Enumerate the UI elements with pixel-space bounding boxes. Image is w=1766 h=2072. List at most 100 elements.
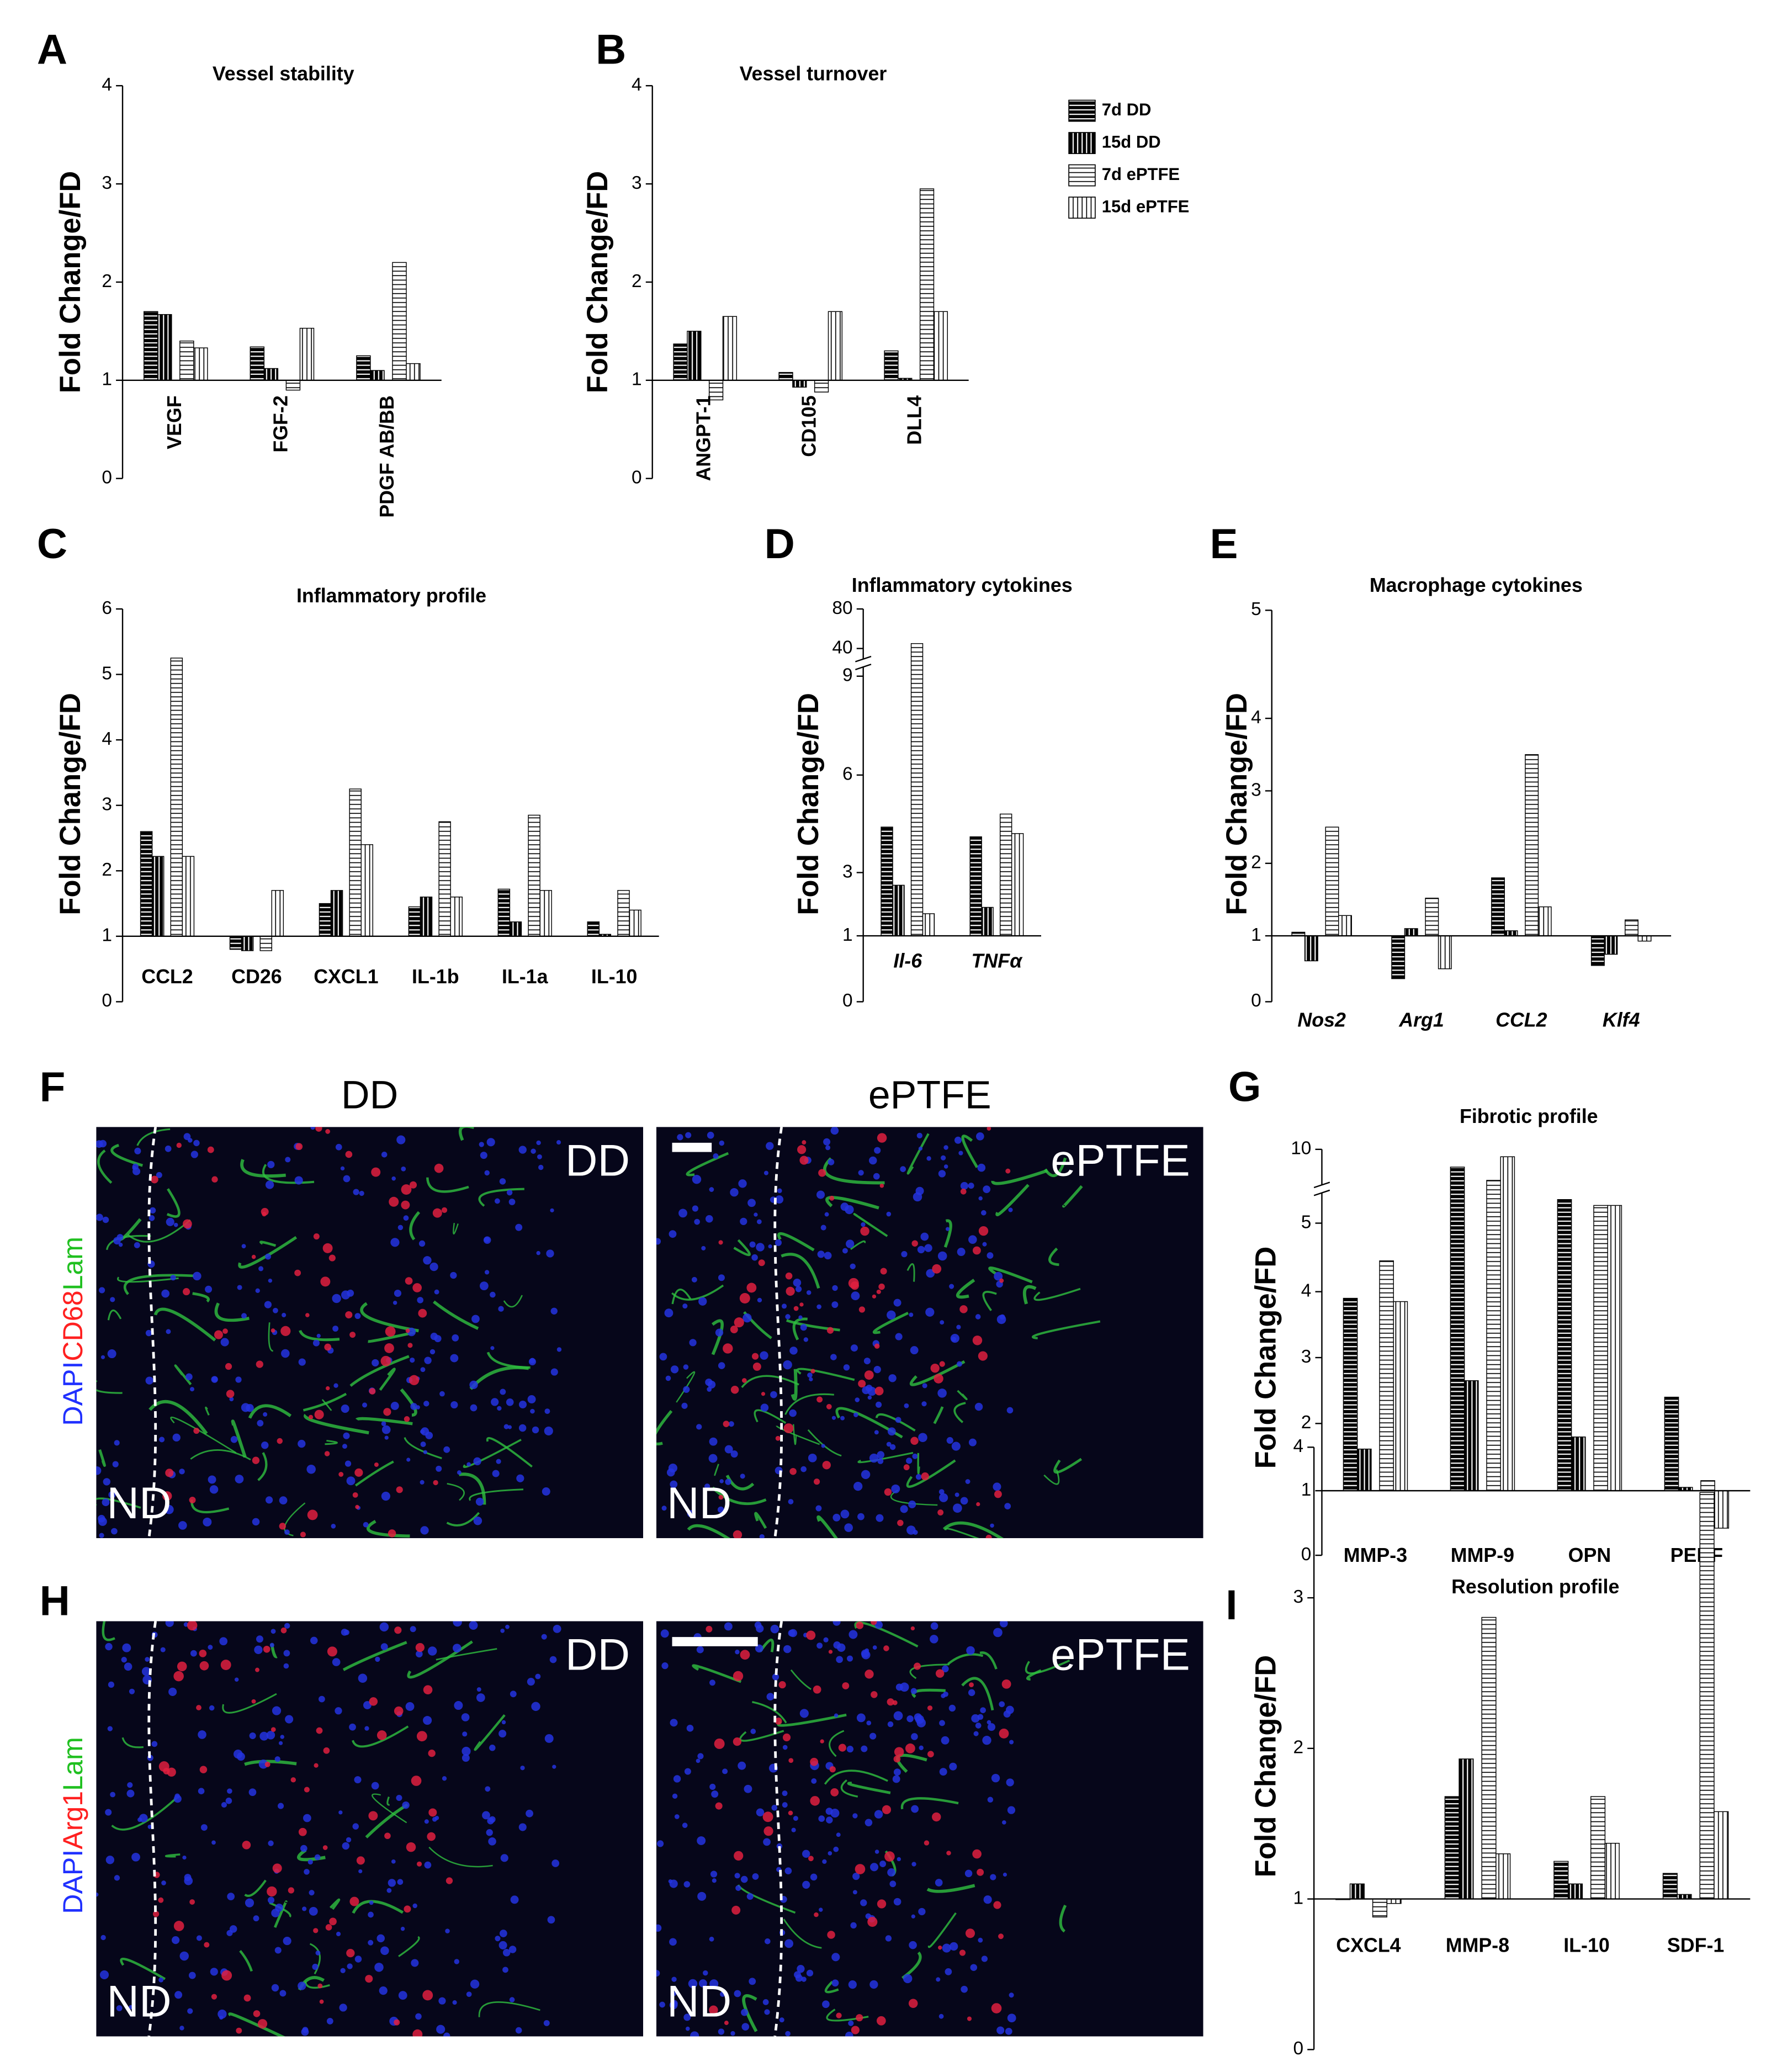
texture-cell	[214, 1330, 223, 1339]
texture-nucleus	[165, 1621, 174, 1627]
texture-nucleus	[669, 1938, 677, 1946]
texture-cell	[314, 1409, 324, 1419]
y-tick-label: 0	[102, 990, 112, 1011]
texture-fiber	[273, 1900, 288, 1928]
texture-nucleus	[768, 1244, 772, 1249]
texture-nucleus	[285, 1715, 294, 1724]
x-tick-label: SDF-1	[1667, 1935, 1724, 1957]
texture-nucleus	[949, 1762, 957, 1771]
texture-nucleus	[273, 1307, 278, 1313]
texture-nucleus	[987, 1720, 991, 1725]
texture-nucleus	[874, 1621, 883, 1629]
texture-nucleus	[895, 1417, 901, 1423]
texture-cell	[976, 1502, 980, 1507]
texture-nucleus	[469, 1380, 478, 1390]
texture-nucleus	[760, 1403, 769, 1412]
texture-nucleus	[466, 1991, 472, 1997]
texture-nucleus	[470, 1979, 480, 1989]
texture-cell	[371, 1167, 381, 1177]
y-tick-label: 3	[842, 861, 853, 882]
texture-nucleus	[665, 1375, 671, 1381]
texture-cell	[428, 1808, 437, 1817]
texture-nucleus	[349, 1723, 356, 1731]
texture-nucleus	[161, 1289, 170, 1298]
texture-cell	[851, 2026, 860, 2034]
texture-nucleus	[237, 1285, 242, 1290]
texture-nucleus	[709, 1187, 714, 1192]
texture-nucleus	[938, 1170, 946, 1178]
texture-nucleus	[724, 1622, 733, 1631]
chart-title: Resolution profile	[1451, 1576, 1619, 1598]
texture-nucleus	[869, 1863, 879, 1872]
texture-nucleus	[917, 1246, 925, 1254]
texture-nucleus	[423, 1450, 427, 1454]
texture-cell	[369, 1697, 378, 1706]
texture-nucleus	[853, 1412, 858, 1417]
texture-cell	[761, 1392, 766, 1396]
texture-fiber	[379, 1368, 396, 1391]
texture-nucleus	[966, 1646, 975, 1655]
texture-nucleus	[550, 1368, 558, 1376]
texture-nucleus	[940, 1320, 945, 1325]
column-header: DD	[341, 1073, 398, 1117]
texture-cell	[236, 2027, 242, 2034]
texture-cell	[802, 1140, 807, 1145]
texture-cell	[858, 1306, 866, 1313]
texture-nucleus	[730, 2031, 735, 2036]
texture-nucleus	[709, 1783, 716, 1790]
texture-cell	[313, 1928, 319, 1933]
texture-cell	[150, 1175, 158, 1184]
texture-fiber	[991, 1169, 1048, 1185]
texture-fiber	[847, 1782, 891, 1794]
texture-fiber	[692, 1664, 742, 1683]
texture-nucleus	[948, 1704, 956, 1712]
texture-nucleus	[782, 1790, 788, 1797]
texture-nucleus	[757, 1297, 762, 1303]
texture-nucleus	[149, 1207, 156, 1214]
bar	[528, 814, 540, 937]
x-tick-label: FGF-2	[269, 395, 291, 452]
texture-nucleus	[122, 1643, 131, 1652]
bar	[1500, 1156, 1515, 1491]
texture-cell	[826, 1327, 834, 1334]
texture-cell	[225, 1363, 232, 1370]
texture-fiber	[97, 1149, 113, 1184]
texture-nucleus	[536, 1250, 540, 1255]
texture-nucleus	[381, 1491, 390, 1501]
texture-cell	[829, 1195, 835, 1201]
texture-nucleus	[173, 1222, 178, 1227]
texture-nucleus	[942, 1665, 949, 1673]
texture-nucleus	[709, 1437, 718, 1446]
texture-cell	[969, 1682, 974, 1687]
texture-fiber	[1032, 1320, 1101, 1339]
texture-nucleus	[772, 1673, 779, 1681]
texture-nucleus	[145, 1329, 152, 1337]
texture-fiber	[953, 1402, 966, 1423]
bar	[370, 370, 385, 381]
texture-nucleus	[873, 1365, 881, 1374]
texture-fiber	[712, 1486, 767, 1505]
texture-nucleus	[124, 1662, 132, 1671]
texture-fiber	[890, 1490, 938, 1506]
x-tick-label: Arg1	[1398, 1009, 1444, 1031]
texture-nucleus	[482, 1811, 490, 1820]
texture-nucleus	[469, 1621, 478, 1630]
texture-fiber	[754, 1409, 787, 1424]
texture-nucleus	[241, 1244, 246, 1249]
texture-nucleus	[553, 1624, 561, 1633]
panel-label: B	[596, 27, 626, 73]
texture-nucleus	[338, 1810, 343, 1815]
texture-nucleus	[261, 1442, 269, 1449]
texture-cell	[883, 1645, 889, 1651]
bar	[319, 903, 332, 937]
bar	[229, 936, 242, 950]
texture-nucleus	[711, 1790, 719, 1798]
texture-nucleus	[795, 1286, 802, 1292]
texture-nucleus	[892, 1775, 900, 1783]
texture-nucleus	[964, 1869, 973, 1878]
texture-nucleus	[391, 1859, 396, 1864]
texture-nucleus	[946, 1437, 953, 1444]
texture-nucleus	[1005, 2027, 1012, 2035]
texture-cell	[967, 2016, 972, 2021]
texture-nucleus	[999, 1314, 1005, 1320]
